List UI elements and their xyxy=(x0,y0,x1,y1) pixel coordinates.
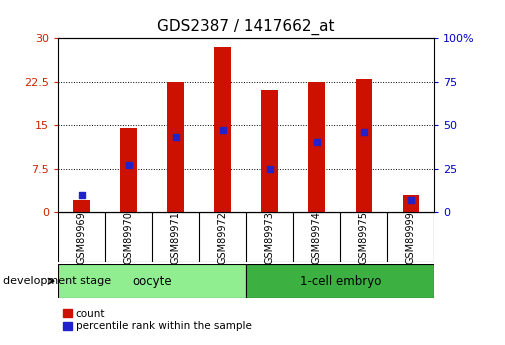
Point xyxy=(360,129,368,135)
Text: GSM89972: GSM89972 xyxy=(218,211,228,264)
Point xyxy=(407,197,415,203)
Text: 1-cell embryo: 1-cell embryo xyxy=(299,275,381,288)
Text: GSM89973: GSM89973 xyxy=(265,211,275,264)
Text: GSM89971: GSM89971 xyxy=(171,211,181,264)
Text: GSM89975: GSM89975 xyxy=(359,211,369,264)
Text: oocyte: oocyte xyxy=(132,275,172,288)
Point xyxy=(172,135,180,140)
Bar xyxy=(215,47,231,212)
Text: GSM89999: GSM89999 xyxy=(406,211,416,264)
Text: GSM89969: GSM89969 xyxy=(77,211,86,264)
Legend: count, percentile rank within the sample: count, percentile rank within the sample xyxy=(63,309,251,332)
Bar xyxy=(58,264,246,298)
Bar xyxy=(309,81,325,212)
Bar xyxy=(168,81,184,212)
Bar xyxy=(120,128,137,212)
Bar xyxy=(262,90,278,212)
Bar xyxy=(246,264,434,298)
Bar xyxy=(73,200,90,212)
Point xyxy=(219,128,227,133)
Text: GSM89974: GSM89974 xyxy=(312,211,322,264)
Point xyxy=(313,140,321,145)
Text: development stage: development stage xyxy=(3,276,111,286)
Text: GSM89970: GSM89970 xyxy=(124,211,134,264)
Point xyxy=(78,192,86,197)
Point xyxy=(125,162,133,168)
Title: GDS2387 / 1417662_at: GDS2387 / 1417662_at xyxy=(158,19,335,35)
Bar xyxy=(356,79,372,212)
Bar xyxy=(402,195,419,212)
Point xyxy=(266,166,274,171)
